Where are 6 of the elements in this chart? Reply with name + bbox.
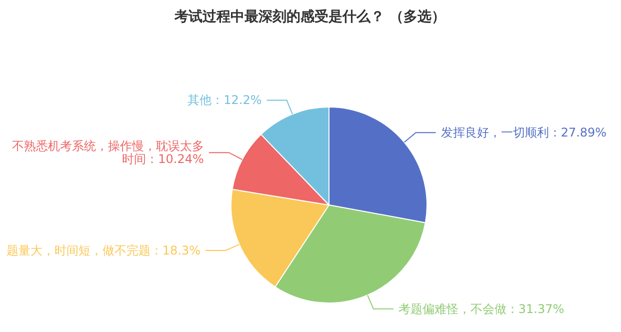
slice-label: 发挥良好，一切顺利：27.89% <box>440 126 607 140</box>
chart-title: 考试过程中最深刻的感受是什么？ （多选） <box>174 8 446 25</box>
slice-label: 题量大，时间短，做不完题：18.3% <box>6 243 201 258</box>
slice-label: 不熟悉机考系统，操作慢，耽误太多时间：10.24% <box>12 139 204 166</box>
slice-label: 其他：12.2% <box>188 93 262 108</box>
slice-label: 考题偏难怪，不会做：31.37% <box>398 302 564 316</box>
